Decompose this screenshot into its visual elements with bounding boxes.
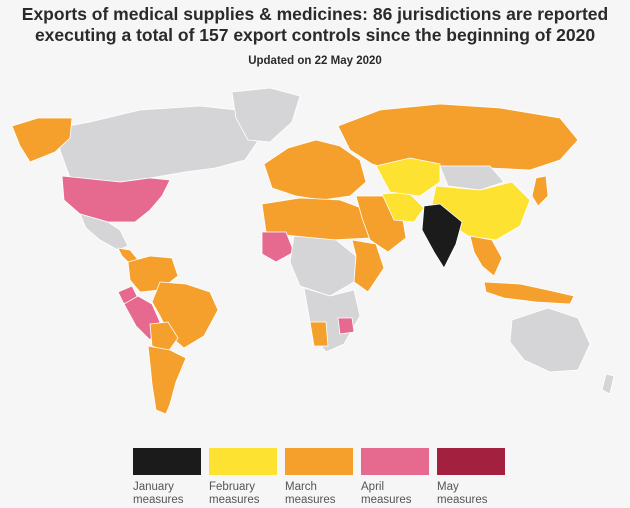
region-europe [263, 139, 367, 201]
region-usa [61, 175, 171, 223]
legend-label-line1: March [285, 481, 317, 493]
legend-label-line2: measures [361, 493, 412, 506]
legend-item-january: January measures [133, 448, 201, 506]
region-namibia [309, 321, 329, 347]
legend-label-march: March measures [285, 481, 353, 506]
title-line-1: Exports of medical supplies & medicines:… [21, 4, 609, 24]
legend-swatch-may [437, 448, 505, 475]
region-southeast-asia [469, 235, 503, 277]
legend-swatch-february [209, 448, 277, 475]
map-title: Exports of medical supplies & medicines:… [0, 4, 630, 46]
region-australia [509, 307, 591, 373]
legend-label-line2: measures [437, 493, 488, 506]
region-canada [57, 105, 263, 183]
region-new-zealand [601, 373, 615, 395]
legend-swatch-march [285, 448, 353, 475]
legend-label-line1: January [133, 481, 174, 493]
legend-item-april: April measures [361, 448, 429, 506]
region-alaska [11, 117, 73, 163]
region-greenland [231, 87, 301, 143]
legend-item-february: February measures [209, 448, 277, 506]
legend-swatch-january [133, 448, 201, 475]
region-indonesia [483, 281, 575, 305]
region-central-africa [289, 235, 357, 297]
region-chile-argentina [147, 345, 187, 415]
region-india [421, 203, 463, 269]
region-west-africa [261, 231, 295, 263]
legend-label-line1: May [437, 481, 459, 493]
title-line-2: executing a total of 157 export controls… [34, 25, 596, 45]
legend-label-may: May measures [437, 481, 505, 506]
region-central-asia [375, 157, 441, 197]
legend-label-line2: measures [209, 493, 260, 506]
world-map [11, 87, 615, 415]
legend-label-april: April measures [361, 481, 429, 506]
region-mexico [79, 213, 129, 251]
legend-label-line1: April [361, 481, 385, 493]
region-japan [531, 175, 549, 207]
legend-label-line2: measures [133, 493, 184, 506]
legend-label-february: February measures [209, 481, 277, 506]
legend-label-line1: February [209, 481, 256, 493]
legend-item-may: May measures [437, 448, 505, 506]
legend-label-january: January measures [133, 481, 201, 506]
region-bolivia [149, 321, 179, 353]
legend: January measures February measures March meas… [133, 448, 533, 508]
legend-swatch-april [361, 448, 429, 475]
region-east-africa [351, 239, 385, 293]
map-subtitle: Updated on 22 May 2020 [248, 55, 382, 67]
region-zimbabwe [337, 317, 355, 335]
region-mongolia [439, 165, 505, 191]
legend-item-march: March measures [285, 448, 353, 506]
legend-label-line2: measures [285, 493, 336, 506]
region-russia [337, 103, 579, 173]
